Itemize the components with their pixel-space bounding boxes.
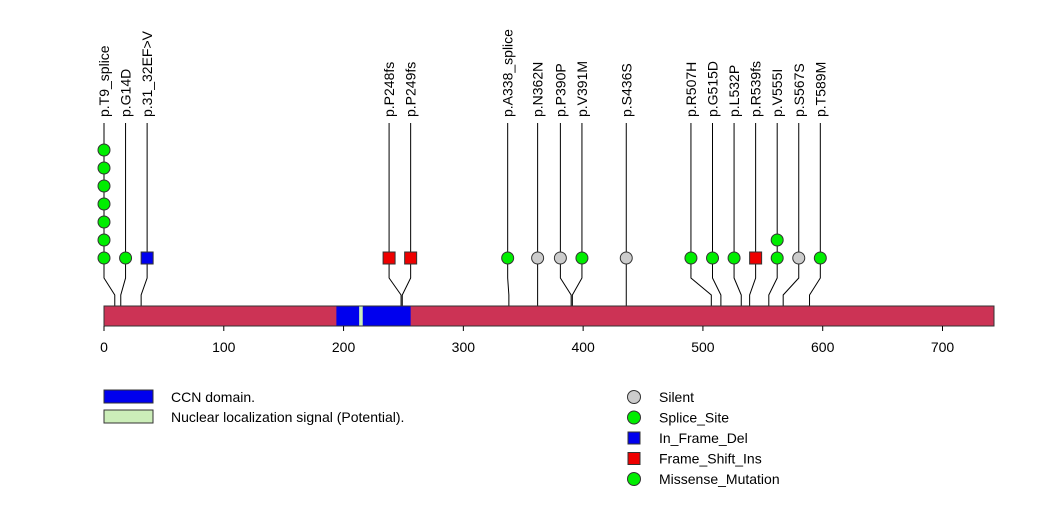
legend-type-label: Missense_Mutation [659, 471, 780, 487]
mutation-marker-missense_mutation [575, 251, 589, 265]
mutation-stem [768, 123, 778, 326]
legend-type-marker [627, 410, 641, 425]
mutation-marker-missense_mutation [813, 251, 827, 265]
mutation-marker-splice_site [97, 251, 111, 265]
mutation-stem [120, 123, 127, 326]
mutation-marker-missense_mutation [727, 251, 741, 265]
mutation-marker-missense_mutation [684, 251, 698, 265]
x-tick-label: 700 [931, 339, 955, 355]
mutation-marker-silent [619, 251, 633, 265]
mutation-marker-splice_site [97, 143, 111, 157]
mutation-stem [690, 123, 712, 326]
mutation-stem [559, 123, 572, 326]
mutation-marker-missense_mutation [770, 251, 784, 265]
mutation-label: p.R539fs [748, 61, 764, 117]
mutation-marker-silent [531, 251, 545, 265]
mutation-marker-missense_mutation [119, 251, 133, 265]
domain-ccn [336, 306, 411, 326]
legend: CCN domain. Nuclear localization signal (… [103, 389, 780, 487]
x-tick-label: 200 [332, 339, 356, 355]
mutation-marker-splice_site [501, 251, 515, 265]
mutation-stem [809, 123, 821, 326]
legend-type-marker [627, 431, 641, 445]
legend-domain-swatch [103, 409, 154, 424]
mutation-label: p.R507H [683, 62, 699, 117]
protein-backbone [103, 305, 995, 327]
legend-type-label: Silent [659, 389, 694, 405]
mutation-marker-splice_site [97, 161, 111, 175]
mutation-label: p.N362N [530, 62, 546, 117]
mutation-marker-frame_shift_ins [404, 251, 418, 265]
mutation-label: p.P390P [552, 63, 568, 117]
legend-type-marker [627, 472, 641, 486]
legend-domain-swatch [103, 389, 154, 404]
x-tick-label: 100 [212, 339, 236, 355]
mutation-marker-splice_site [97, 215, 111, 229]
mutation-label: p.P248fs [381, 62, 397, 117]
protein-backbone-group [103, 305, 995, 327]
x-tick-label: 300 [452, 339, 476, 355]
legend-type-label: In_Frame_Del [659, 430, 748, 446]
mutation-label: p.P249fs [403, 62, 419, 117]
x-axis: 0 100 200 300 400 500 600 700 [100, 326, 954, 355]
mutation-marker-missense_mutation [770, 233, 784, 247]
mutation-marker-splice_site [97, 179, 111, 193]
mutation-label: p.G515D [705, 61, 721, 117]
domain-nls [359, 306, 363, 326]
mutation-marker-silent [553, 251, 567, 265]
x-tick-label: 400 [571, 339, 595, 355]
mutation-stem [401, 123, 412, 326]
mutation-marker-silent [792, 251, 806, 265]
legend-type-label: Splice_Site [659, 410, 729, 426]
mutation-label: p.A338_splice [500, 29, 516, 117]
mutation-labels: p.T9_splice p.G14D p.31_32EF>V p.P248fs p.P2… [96, 29, 828, 117]
mutation-marker-splice_site [97, 233, 111, 247]
mutation-label: p.V555I [769, 69, 785, 117]
mutation-markers [97, 143, 827, 265]
mutation-label: p.S436S [618, 63, 634, 117]
mutation-label: p.T589M [812, 62, 828, 117]
mutation-marker-in_frame_del [140, 251, 154, 265]
mutation-marker-missense_mutation [706, 251, 720, 265]
mutation-label: p.G14D [118, 69, 134, 117]
mutation-stem [388, 123, 402, 326]
legend-type-marker [627, 452, 641, 465]
mutation-stem [733, 123, 742, 326]
mutation-label: p.S567S [791, 63, 807, 117]
legend-type-marker [627, 390, 641, 404]
mutation-stem [507, 123, 510, 326]
legend-domain-label: Nuclear localization signal (Potential). [171, 409, 404, 425]
mutation-stem [782, 123, 800, 326]
mutation-stem [712, 123, 722, 326]
mutation-stem [140, 123, 148, 326]
mutation-stems [103, 123, 821, 326]
mutation-label: p.T9_splice [96, 45, 112, 117]
x-tick-label: 500 [691, 339, 715, 355]
legend-domain-label: CCN domain. [171, 389, 255, 405]
x-tick-label: 600 [811, 339, 835, 355]
x-tick-label: 0 [100, 339, 108, 355]
mutation-marker-frame_shift_ins [749, 251, 763, 265]
protein-backbone-outline [103, 305, 995, 327]
mutation-stem [749, 123, 757, 326]
mutation-label: p.L532P [726, 65, 742, 117]
legend-type-label: Frame_Shift_Ins [659, 451, 762, 467]
mutation-label: p.31_32EF>V [139, 30, 155, 117]
mutation-marker-splice_site [97, 197, 111, 211]
mutation-label: p.V391M [574, 61, 590, 117]
mutation-marker-frame_shift_ins [382, 251, 396, 265]
mutation-stem [571, 123, 583, 326]
